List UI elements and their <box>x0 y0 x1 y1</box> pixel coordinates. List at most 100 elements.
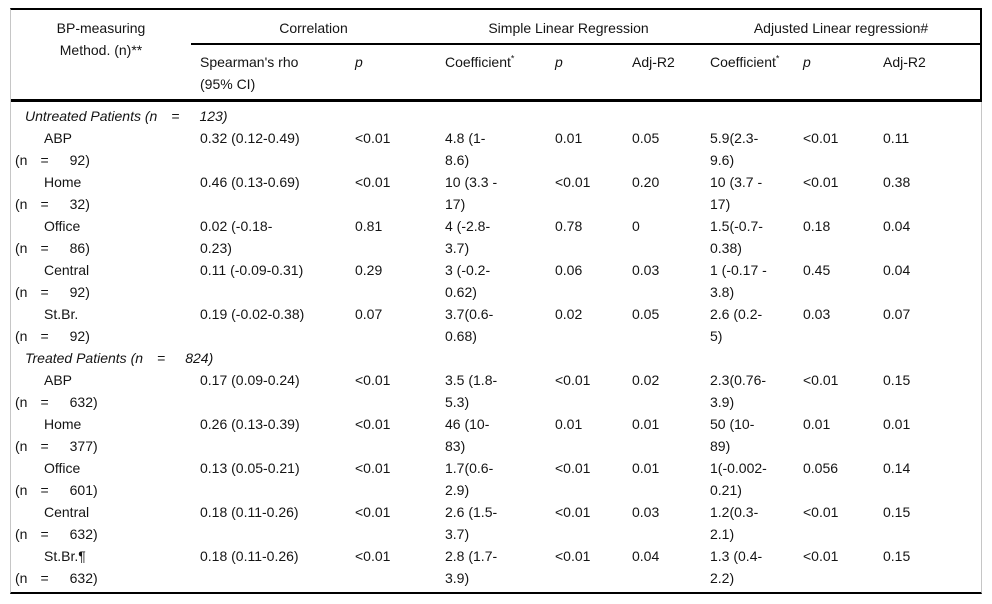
alr-coefficient-cell: 2.6 (0.2- 5) <box>710 306 763 344</box>
spearman-rho-cell: 0.13 (0.05-0.21) <box>200 460 300 476</box>
subheader-slr-coefficient: Coefficient* <box>436 45 546 99</box>
method-name: Central <box>44 504 90 520</box>
method-cell: Central (n = 632) <box>11 501 191 545</box>
slr-adj-r2-cell: 0.05 <box>632 130 660 146</box>
method-name: ABP <box>44 372 73 388</box>
table-row: ABP (n = 92) 0.32 (0.12-0.49) <0.01 4.8 (1… <box>11 127 981 171</box>
slr-adj-r2-cell: 0.03 <box>632 262 660 278</box>
method-n-equals: = <box>40 570 49 586</box>
subheader-alr-coefficient-label: Coefficient <box>710 54 776 70</box>
method-name: St.Br. <box>44 306 79 322</box>
correlation-p-cell: <0.01 <box>355 460 391 476</box>
slr-p-cell: <0.01 <box>555 372 591 388</box>
table-row: Central (n = 92) 0.11 (-0.09-0.31) 0.29 3 … <box>11 259 981 303</box>
alr-coefficient-cell: 5.9(2.3- 9.6) <box>710 130 759 168</box>
method-n-value: 86) <box>69 240 90 256</box>
alr-p-cell: <0.01 <box>803 130 839 146</box>
method-n-line: (n = 632) <box>11 523 191 545</box>
method-n-equals: = <box>40 394 49 410</box>
method-n-value: 92) <box>69 328 90 344</box>
method-n-value: 92) <box>69 152 90 168</box>
correlation-p-cell: <0.01 <box>355 372 391 388</box>
method-name: Central <box>44 262 90 278</box>
method-n-line: (n = 92) <box>11 325 191 347</box>
alr-adj-r2-cell: 0.14 <box>883 460 911 476</box>
method-cell: Office (n = 601) <box>11 457 191 501</box>
slr-coefficient-cell: 2.8 (1.7- 3.9) <box>445 548 498 586</box>
method-name: Home <box>44 416 82 432</box>
method-cell: Home (n = 377) <box>11 413 191 457</box>
method-n-equals: = <box>40 152 49 168</box>
method-n-value: 632) <box>69 526 98 542</box>
method-n-open: (n <box>15 196 28 212</box>
subheader-spearman: Spearman's rho (95% CI) <box>191 45 346 99</box>
spearman-rho-cell: 0.32 (0.12-0.49) <box>200 130 300 146</box>
method-n-equals: = <box>40 196 49 212</box>
slr-coefficient-cell: 3.5 (1.8- 5.3) <box>445 372 498 410</box>
section-title-n: 123) <box>199 108 228 124</box>
table-row: Home (n = 377) 0.26 (0.13-0.39) <0.01 46 (… <box>11 413 981 457</box>
alr-coefficient-cell: 1.5(-0.7- 0.38) <box>710 218 763 256</box>
alr-coefficient-cell: 10 (3.7 - 17) <box>710 174 763 212</box>
method-n-open: (n <box>15 240 28 256</box>
method-cell: ABP (n = 632) <box>11 369 191 413</box>
method-n-open: (n <box>15 394 28 410</box>
table-header: BP-measuring Method. (n)** Correlation S… <box>11 8 982 102</box>
section-rows: ABP (n = 632) 0.17 (0.09-0.24) <0.01 3.5 (… <box>11 369 981 589</box>
method-n-open: (n <box>15 570 28 586</box>
subheader-alr-coefficient: Coefficient* <box>701 45 794 99</box>
method-cell: St.Br.¶ (n = 632) <box>11 545 191 589</box>
alr-adj-r2-cell: 0.01 <box>883 416 911 432</box>
method-n-open: (n <box>15 438 28 454</box>
table-row: Office (n = 86) 0.02 (-0.18- 0.23) 0.81 4 … <box>11 215 981 259</box>
alr-p-cell: 0.18 <box>803 218 831 234</box>
alr-p-cell: <0.01 <box>803 174 839 190</box>
table-row: ABP (n = 632) 0.17 (0.09-0.24) <0.01 3.5 (… <box>11 369 981 413</box>
alr-p-cell: 0.03 <box>803 306 831 322</box>
method-n-line: (n = 632) <box>11 567 191 589</box>
method-n-equals: = <box>40 526 49 542</box>
section-title-text: Treated Patients (n <box>25 350 144 366</box>
method-name: Home <box>44 174 82 190</box>
method-n-equals: = <box>40 284 49 300</box>
slr-coefficient-cell: 4 (-2.8- 3.7) <box>445 218 491 256</box>
method-n-value: 377) <box>69 438 98 454</box>
alr-p-cell: 0.45 <box>803 262 831 278</box>
slr-coefficient-cell: 10 (3.3 - 17) <box>445 174 498 212</box>
method-cell: Office (n = 86) <box>11 215 191 259</box>
section-title-n: 824) <box>185 350 214 366</box>
table-row: St.Br.¶ (n = 632) 0.18 (0.11-0.26) <0.01 2… <box>11 545 981 589</box>
method-n-line: (n = 32) <box>11 193 191 215</box>
slr-coefficient-cell: 4.8 (1- 8.6) <box>445 130 486 168</box>
slr-coefficient-cell: 3 (-0.2- 0.62) <box>445 262 491 300</box>
spearman-rho-cell: 0.46 (0.13-0.69) <box>200 174 300 190</box>
subheader-spearman-line2: (95% CI) <box>200 76 256 92</box>
method-cell: Central (n = 92) <box>11 259 191 303</box>
method-n-value: 601) <box>69 482 98 498</box>
method-n-equals: = <box>40 482 49 498</box>
slr-coefficient-cell: 3.7(0.6- 0.68) <box>445 306 494 344</box>
correlation-p-cell: <0.01 <box>355 174 391 190</box>
slr-coefficient-cell: 46 (10- 83) <box>445 416 490 454</box>
table-body: Untreated Patients (n = 123) ABP (n = 92) 0.… <box>11 102 981 589</box>
section-title: Untreated Patients (n = 123) <box>11 105 981 127</box>
alr-adj-r2-cell: 0.04 <box>883 262 911 278</box>
spearman-rho-cell: 0.18 (0.11-0.26) <box>200 504 299 520</box>
method-name: Office <box>44 218 81 234</box>
table-row: Office (n = 601) 0.13 (0.05-0.21) <0.01 1.… <box>11 457 981 501</box>
alr-adj-r2-cell: 0.38 <box>883 174 911 190</box>
spearman-rho-cell: 0.11 (-0.09-0.31) <box>200 262 304 278</box>
slr-p-cell: 0.78 <box>555 218 583 234</box>
correlation-p-cell: 0.07 <box>355 306 383 322</box>
alr-coefficient-cell: 1 (-0.17 - 3.8) <box>710 262 767 300</box>
alr-p-cell: 0.056 <box>803 460 839 476</box>
method-n-open: (n <box>15 284 28 300</box>
correlation-p-cell: <0.01 <box>355 504 391 520</box>
slr-adj-r2-cell: 0.03 <box>632 504 660 520</box>
correlation-p-cell: <0.01 <box>355 130 391 146</box>
method-n-line: (n = 92) <box>11 281 191 303</box>
alr-adj-r2-cell: 0.15 <box>883 372 911 388</box>
subheader-spearman-line1: Spearman's rho <box>200 54 299 70</box>
section-rows: ABP (n = 92) 0.32 (0.12-0.49) <0.01 4.8 (1… <box>11 127 981 347</box>
